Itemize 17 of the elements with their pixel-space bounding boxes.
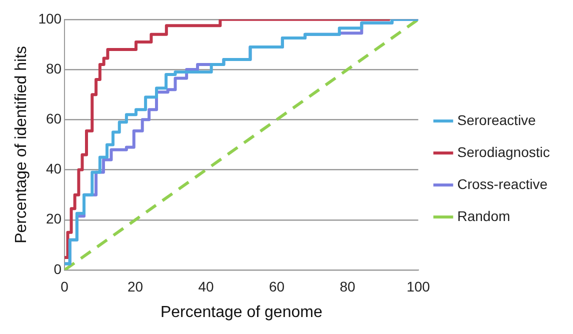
y-tick-label: 80 <box>46 60 62 76</box>
y-tick-label: 100 <box>38 10 62 26</box>
x-tick-label: 80 <box>340 278 356 294</box>
y-tick-label: 40 <box>46 160 62 177</box>
y-tick-label: 60 <box>46 110 62 126</box>
x-tick-label: 40 <box>198 278 214 294</box>
x-tick-label: 60 <box>268 278 285 294</box>
legend-label: Seroreactive <box>457 112 536 128</box>
y-tick-label: 20 <box>46 210 62 227</box>
legend-label: Cross-reactive <box>457 176 548 192</box>
y-axis-title: Percentage of identified hits <box>13 46 30 244</box>
legend-label: Random <box>457 208 510 224</box>
x-tick-label: 20 <box>128 278 144 294</box>
legend-label: Serodiagnostic <box>457 144 550 160</box>
x-axis-title: Percentage of genome <box>160 304 322 321</box>
y-tick-label: 0 <box>54 260 62 277</box>
x-tick-label: 100 <box>406 278 430 294</box>
